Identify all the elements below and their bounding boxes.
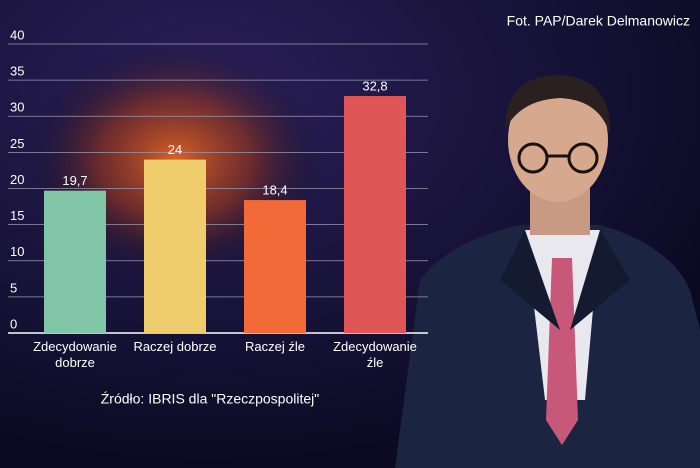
bar [344, 96, 406, 334]
value-label: 19,7 [62, 173, 87, 188]
x-tick-label: Raczej źle [245, 339, 305, 354]
bar [244, 200, 306, 333]
bar [44, 190, 106, 333]
y-tick-label: 30 [10, 100, 24, 115]
person-photo [395, 75, 700, 468]
bar [144, 159, 206, 333]
x-tick-label: Raczej dobrze [133, 339, 217, 354]
photo-credit: Fot. PAP/Darek Delmanowicz [507, 13, 690, 29]
y-tick-label: 0 [10, 316, 17, 331]
x-tick-label: Zdecydowanie źle [333, 339, 417, 370]
y-tick-label: 5 [10, 280, 17, 295]
value-label: 24 [168, 142, 182, 157]
y-tick-label: 35 [10, 64, 24, 79]
source: Źródło: IBRIS dla "Rzeczpospolitej" [101, 391, 320, 407]
x-tick-label: Zdecydowanie dobrze [33, 339, 117, 370]
y-tick-label: 40 [10, 27, 24, 42]
y-tick-label: 10 [10, 244, 24, 259]
y-tick-label: 15 [10, 208, 24, 223]
y-tick-label: 25 [10, 136, 24, 151]
y-tick-label: 20 [10, 172, 24, 187]
value-label: 32,8 [362, 78, 387, 93]
value-label: 18,4 [262, 182, 287, 197]
